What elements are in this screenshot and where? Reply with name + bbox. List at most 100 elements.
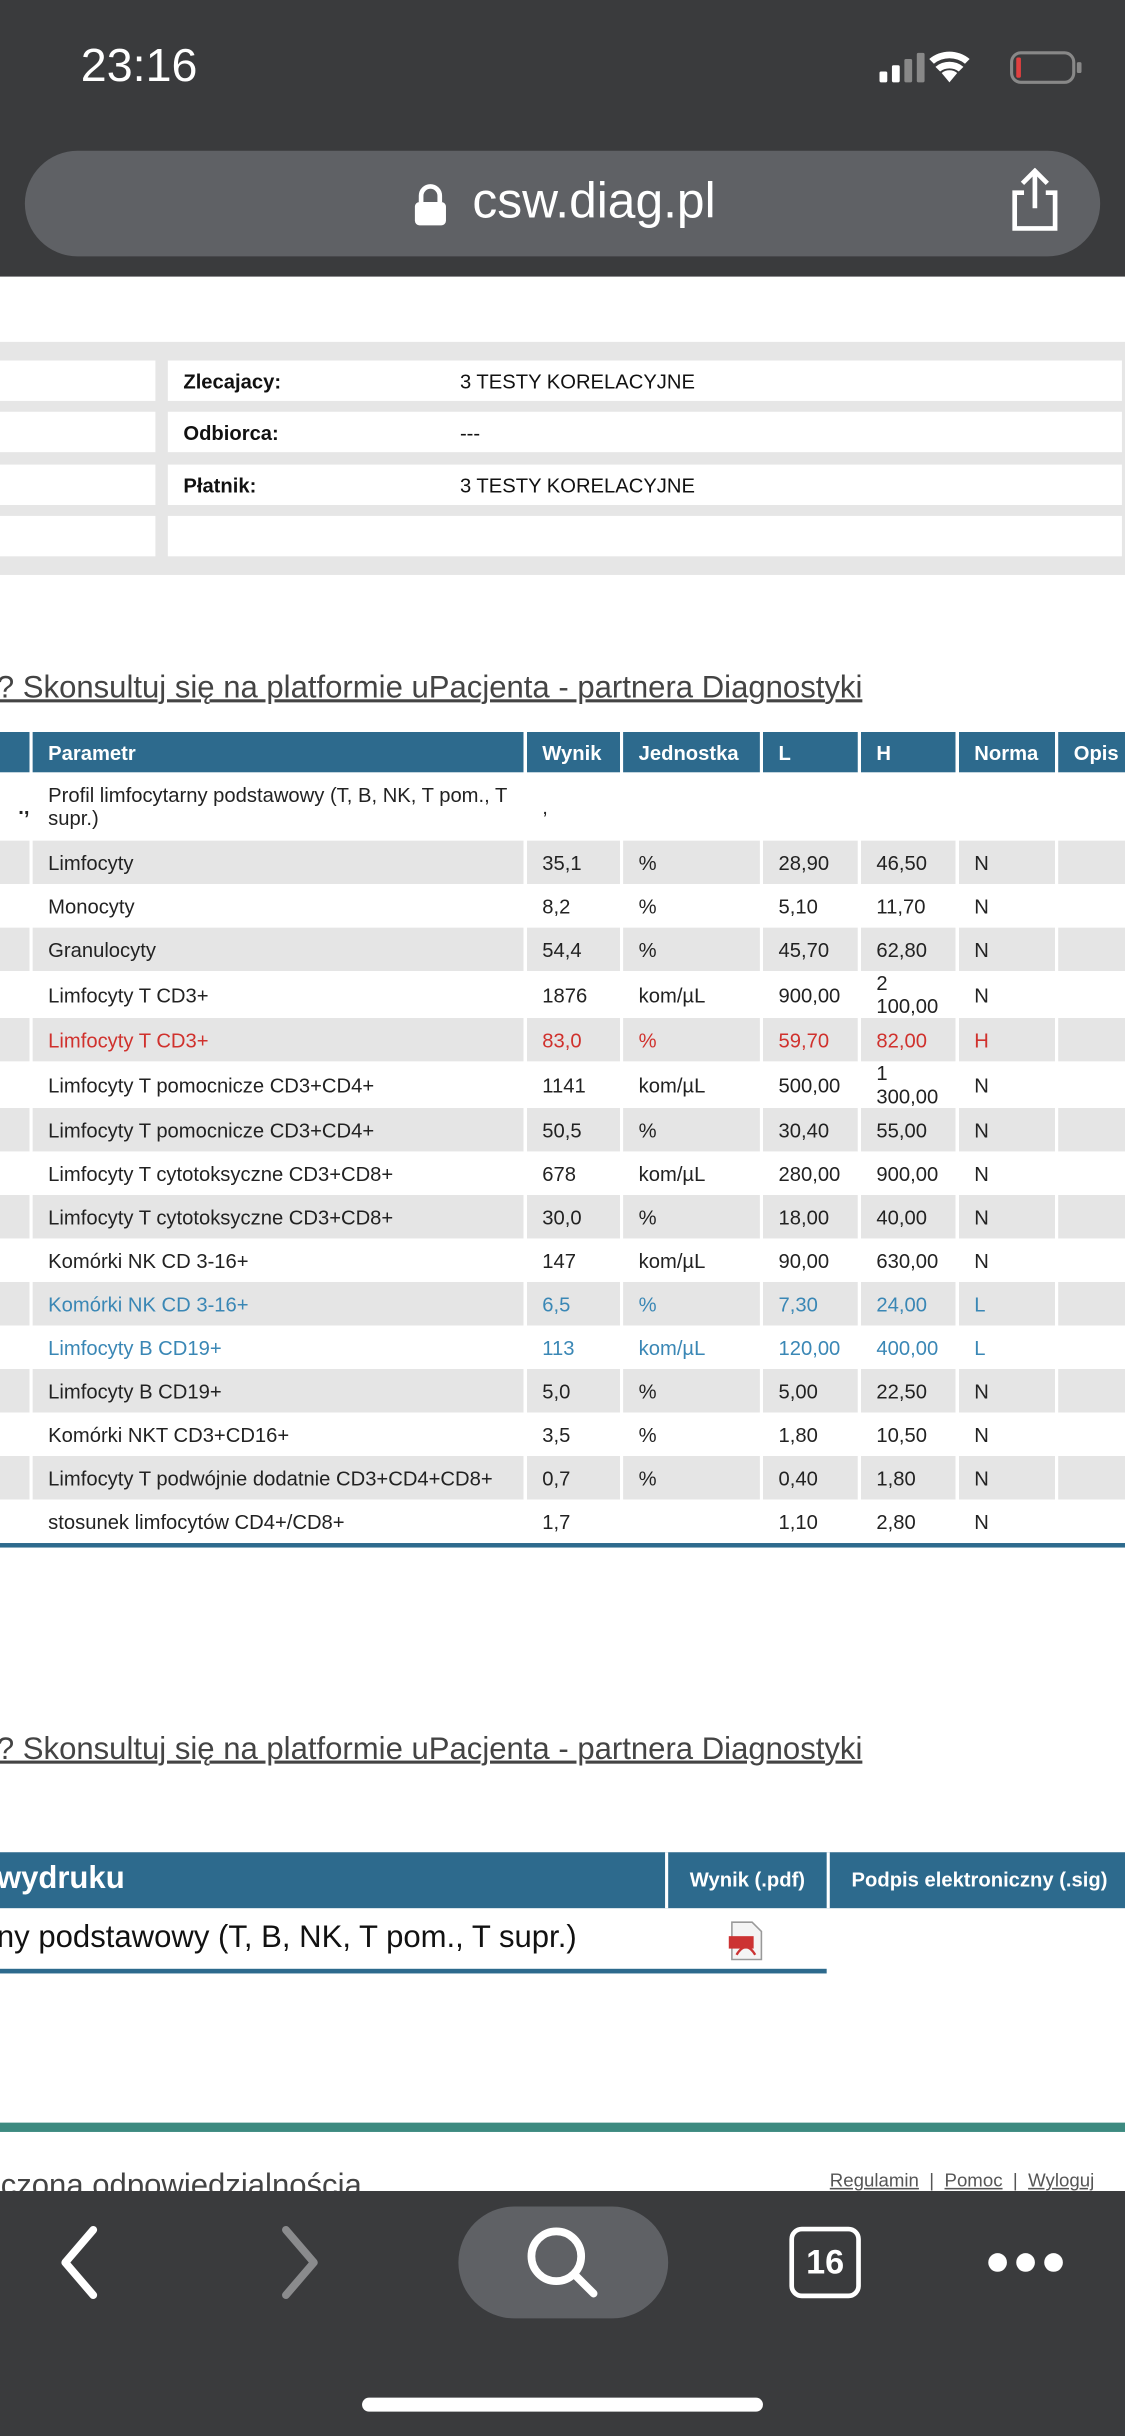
clock: 23:16 [80, 40, 198, 92]
row-fragment-cell [0, 971, 33, 1018]
result-cell: Limfocyty T cytotoksyczne CD3+CD8+ [31, 1151, 527, 1195]
info-left-cell [0, 360, 156, 401]
result-cell [859, 772, 959, 841]
address-bar[interactable] [24, 150, 1101, 257]
result-cell: 3,5 [525, 1412, 624, 1457]
row-fragment-cell [0, 1017, 33, 1062]
result-cell: Limfocyty T pomocnicze CD3+CD4+ [31, 1107, 527, 1152]
info-label: Odbiorca: [183, 421, 279, 445]
result-cell [1056, 1325, 1125, 1369]
result-cell [1056, 1281, 1125, 1326]
row-fragment-cell [0, 1325, 33, 1369]
result-row: Limfocyty T pomocnicze CD3+CD4+ 1141 kom/µ… [0, 1061, 1125, 1108]
info-label: Płatnik: [183, 473, 257, 497]
result-row: Limfocyty T CD3+ 1876 kom/µL 900,00 2 100,00… [0, 971, 1125, 1018]
result-cell: 7,30 [761, 1281, 861, 1326]
download-row: ny podstawowy (T, B, NK, T pom., T supr.… [0, 1920, 577, 1955]
info-left-cell [0, 463, 156, 505]
result-cell: kom/µL [621, 1061, 763, 1108]
header-cell: H [859, 731, 959, 773]
header-cell: Opis [1056, 731, 1125, 773]
back-button[interactable] [53, 2222, 115, 2303]
result-cell: , [525, 772, 624, 841]
header-row: Parametr Wynik Jednostka L H Norma Opis [0, 731, 1125, 773]
result-cell: Limfocyty T pomocnicze CD3+CD4+ [31, 1061, 527, 1108]
footer-link[interactable]: Pomoc [944, 2169, 1003, 2191]
result-cell: Limfocyty B CD19+ [31, 1368, 527, 1413]
footer-link[interactable]: Wyloguj [1028, 2169, 1095, 2191]
result-cell: 10,50 [859, 1412, 959, 1457]
result-cell: 22,50 [859, 1368, 959, 1413]
download-border [0, 1968, 827, 1974]
result-cell [1056, 971, 1125, 1018]
row-fragment-cell: ., [0, 772, 33, 841]
result-cell: H [957, 1017, 1059, 1062]
info-row: Odbiorca: --- [167, 412, 1122, 453]
result-cell: Limfocyty T podwójnie dodatnie CD3+CD4+C… [31, 1456, 527, 1500]
result-cell: kom/µL [621, 1325, 763, 1369]
result-cell [1056, 1151, 1125, 1195]
row-fragment-cell [0, 1281, 33, 1326]
pdf-icon[interactable] [727, 1921, 764, 1961]
result-cell: 62,80 [859, 927, 959, 972]
result-cell: N [957, 1194, 1059, 1239]
result-cell [1056, 1238, 1125, 1282]
info-row: Zlecajacy: 3 TESTY KORELACYJNE [167, 360, 1122, 401]
result-cell: N [957, 1456, 1059, 1500]
result-cell: 59,70 [761, 1017, 861, 1062]
info-row: Płatnik: 3 TESTY KORELACYJNE [167, 463, 1122, 505]
result-cell: N [957, 1061, 1059, 1108]
result-row: Monocyty 8,2% 5,10 11,70 N [0, 884, 1125, 928]
url[interactable]: csw.diag.pl [472, 172, 716, 229]
result-cell [1056, 840, 1125, 885]
download-header-cell: Podpis elektroniczny (.sig) [851, 1867, 1108, 1892]
separator [826, 1852, 830, 1909]
result-cell: 630,00 [859, 1238, 959, 1282]
info-value: 3 TESTY KORELACYJNE [459, 473, 695, 497]
result-cell: L [957, 1281, 1059, 1326]
more-button[interactable] [982, 2247, 1075, 2278]
result-cell: 8,2 [525, 884, 624, 928]
result-cell: stosunek limfocytów CD4+/CD8+ [31, 1499, 527, 1544]
result-cell: N [957, 1151, 1059, 1195]
footer-link[interactable]: Regulamin [829, 2169, 919, 2191]
result-cell: 1,7 [525, 1499, 624, 1544]
separator [665, 1852, 669, 1909]
result-row: Komórki NK CD 3-16+ 6,5% 7,30 24,00 L [0, 1281, 1125, 1326]
result-cell: N [957, 1238, 1059, 1282]
result-cell: N [957, 927, 1059, 972]
forward-button[interactable] [273, 2222, 335, 2303]
share-button[interactable] [1007, 167, 1063, 233]
result-cell: 90,00 [761, 1238, 861, 1282]
result-cell: Komórki NKT CD3+CD16+ [31, 1412, 527, 1457]
result-row: Komórki NKT CD3+CD16+ 3,5% 1,80 10,50 N [0, 1412, 1125, 1457]
result-cell: % [621, 884, 763, 928]
consult-link[interactable]: ? Skonsultuj się na platformie uPacjenta… [0, 671, 863, 706]
result-cell: Granulocyty [31, 927, 527, 972]
result-row: Limfocyty B CD19+ 113 kom/µL 120,00 400,00 L [0, 1325, 1125, 1369]
search-icon [527, 2227, 598, 2298]
row-fragment-cell [0, 1061, 33, 1108]
footer-line [0, 2122, 1125, 2132]
row-fragment-cell [0, 1368, 33, 1413]
result-cell [761, 772, 861, 841]
result-row: Limfocyty T pomocnicze CD3+CD4+ 50,5% 30,4… [0, 1107, 1125, 1152]
result-cell: 83,0 [525, 1017, 624, 1062]
status-icons [879, 51, 1082, 84]
download-header [0, 1852, 1125, 1909]
result-cell: Limfocyty T cytotoksyczne CD3+CD8+ [31, 1194, 527, 1239]
search-button[interactable] [458, 2206, 669, 2319]
result-cell: % [621, 840, 763, 885]
tabs-button[interactable] [789, 2226, 861, 2299]
result-cell: Komórki NK CD 3-16+ [31, 1281, 527, 1326]
header-cell [0, 731, 33, 773]
result-row: stosunek limfocytów CD4+/CD8+ 1,7 1,10 2,80… [0, 1499, 1125, 1544]
result-cell: kom/µL [621, 1238, 763, 1282]
result-row: Limfocyty T CD3+ 83,0% 59,70 82,00 H [0, 1017, 1125, 1062]
info-label: Zlecajacy: [183, 369, 282, 394]
result-cell: 46,50 [859, 840, 959, 885]
result-cell: 113 [525, 1325, 624, 1369]
consult-link[interactable]: ? Skonsultuj się na platformie uPacjenta… [0, 1732, 863, 1767]
result-cell: 5,00 [761, 1368, 861, 1413]
